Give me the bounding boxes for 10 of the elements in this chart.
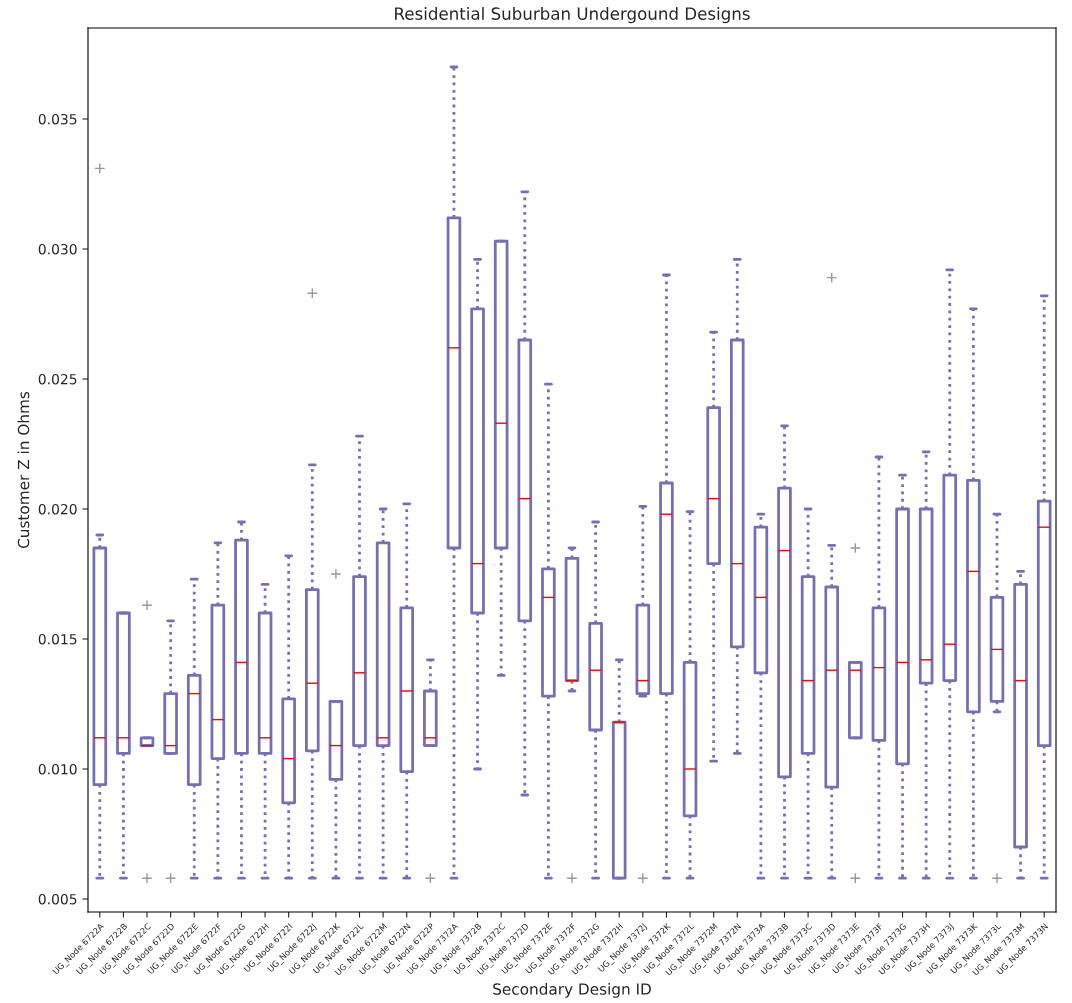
chart-title: Residential Suburban Undergound Designs [395, 7, 750, 24]
y-tick-label: 0.005 [38, 893, 77, 905]
y-axis-title: Customer Z in Ohms [17, 391, 30, 548]
y-tick-label: 0.035 [38, 113, 77, 125]
y-tick-label: 0.025 [38, 373, 77, 385]
y-tick-label: 0.010 [38, 763, 77, 775]
y-tick-label: 0.020 [38, 503, 77, 515]
x-axis-title: Secondary Design ID [493, 983, 651, 998]
y-tick-label: 0.015 [38, 633, 77, 645]
y-tick-label: 0.030 [38, 243, 77, 255]
